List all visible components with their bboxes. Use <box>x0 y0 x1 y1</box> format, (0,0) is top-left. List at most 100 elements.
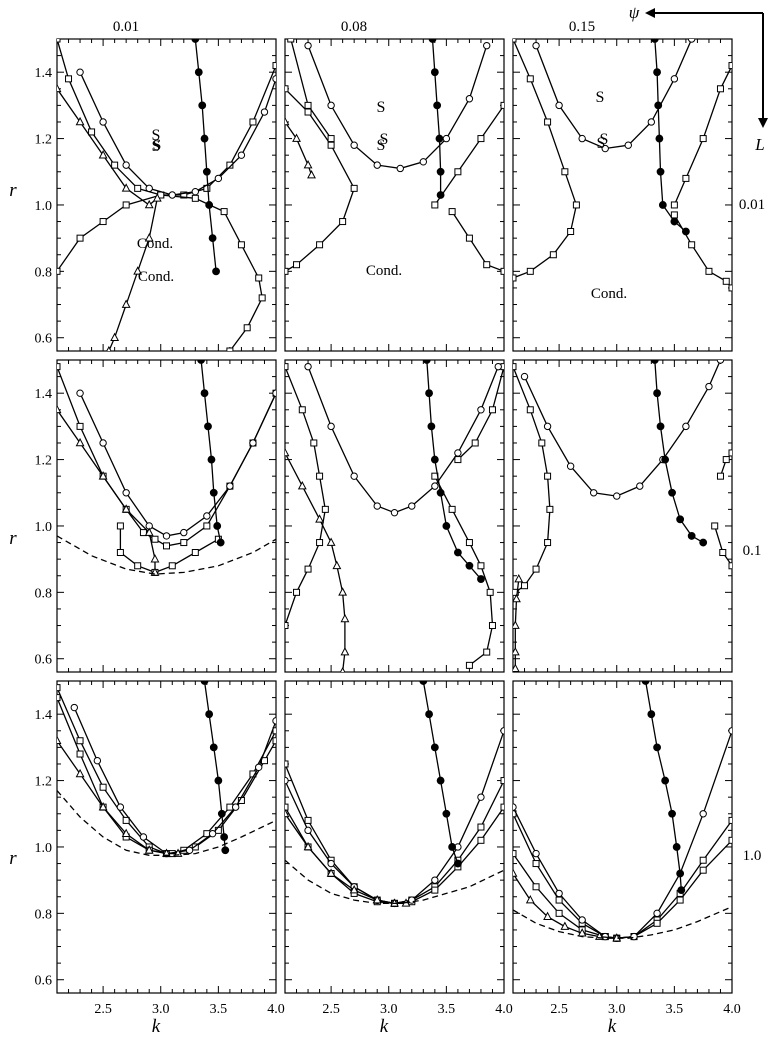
marker-square <box>99 783 107 791</box>
marker-square <box>168 562 176 570</box>
marker-square <box>243 324 251 332</box>
marker-open-circle <box>203 512 211 520</box>
marker-open-circle <box>636 482 644 490</box>
marker-filled-circle <box>425 389 433 398</box>
marker-square <box>316 472 324 480</box>
marker-square <box>226 347 234 351</box>
marker-filled-circle <box>654 101 663 110</box>
region-label-cond: Cond. <box>366 263 402 279</box>
marker-square <box>180 539 188 547</box>
y-tick-label: 1.4 <box>35 708 53 723</box>
marker-square <box>285 760 289 768</box>
marker-square <box>431 886 439 894</box>
marker-filled-circle <box>202 167 211 176</box>
marker-filled-circle <box>422 360 431 364</box>
x-tick-label: 2.5 <box>94 1002 112 1017</box>
marker-triangle <box>514 573 524 583</box>
marker-square <box>722 456 730 464</box>
marker-open-circle <box>260 108 269 116</box>
panel-frame <box>56 38 277 352</box>
series-line-triangle <box>57 88 159 351</box>
series-line-square <box>434 105 504 206</box>
marker-triangle <box>57 735 62 745</box>
series-line-square <box>285 806 504 905</box>
marker-triangle <box>340 647 350 656</box>
marker-triangle <box>315 514 325 523</box>
series-line-circle_filled <box>431 39 442 195</box>
region-label-cond: Cond. <box>591 286 627 302</box>
marker-open-circle <box>578 916 586 924</box>
marker-open-circle <box>93 756 102 765</box>
marker-filled-circle <box>658 201 667 209</box>
marker-square <box>237 241 245 249</box>
ticks <box>284 680 505 993</box>
marker-open-circle <box>653 909 661 918</box>
marker-square <box>321 505 329 513</box>
marker-filled-circle <box>221 846 230 855</box>
marker-open-circle <box>555 889 563 898</box>
series-line-square <box>57 697 276 855</box>
series-line-circle_open <box>79 392 276 537</box>
marker-square <box>728 836 732 844</box>
marker-square <box>555 909 563 917</box>
marker-square <box>500 803 504 811</box>
series-group <box>285 39 504 275</box>
marker-filled-circle <box>453 548 462 557</box>
marker-filled-circle <box>213 522 222 530</box>
marker-square <box>220 208 228 216</box>
condensation-boundary-line <box>285 859 504 905</box>
x-tick-label: 2.5 <box>322 1002 340 1017</box>
marker-filled-circle <box>656 167 665 176</box>
y-tick-label: 1.2 <box>35 775 53 790</box>
marker-filled-circle <box>209 743 218 752</box>
marker-triangle <box>285 447 290 457</box>
marker-filled-circle <box>687 532 696 540</box>
marker-filled-circle <box>428 39 437 43</box>
marker-square <box>532 565 540 573</box>
marker-filled-circle <box>212 267 220 276</box>
marker-triangle <box>110 332 120 342</box>
x-tick-label: 3.5 <box>666 1002 684 1017</box>
marker-open-circle <box>500 727 504 735</box>
L-value-row3: 1.0 <box>743 848 762 864</box>
ylabel-row1: r <box>9 180 17 201</box>
marker-square <box>546 505 554 513</box>
marker-filled-circle <box>661 776 670 785</box>
marker-square <box>728 816 732 824</box>
series-group <box>513 360 732 672</box>
marker-square <box>477 823 485 831</box>
marker-square <box>304 565 312 573</box>
x-tick-label: 4.0 <box>495 1002 513 1017</box>
marker-open-circle <box>477 406 485 414</box>
marker-filled-circle <box>204 422 212 431</box>
marker-square <box>486 588 494 596</box>
y-tick-label: 0.6 <box>35 974 53 989</box>
marker-filled-circle <box>427 422 436 431</box>
series-line-circle_filled <box>422 681 459 864</box>
x-tick-label: 3.5 <box>438 1002 456 1017</box>
marker-triangle <box>75 768 85 778</box>
marker-square <box>57 694 61 702</box>
marker-square <box>304 816 312 824</box>
region-label-S: S <box>153 137 162 154</box>
marker-square <box>500 777 504 785</box>
marker-square <box>448 208 456 216</box>
marker-open-circle <box>327 859 335 868</box>
marker-filled-circle <box>668 809 676 818</box>
marker-filled-circle <box>216 538 225 547</box>
marker-filled-circle <box>681 227 690 236</box>
marker-open-circle <box>185 846 194 854</box>
marker-square <box>454 456 462 464</box>
marker-square <box>293 588 301 596</box>
marker-square <box>471 439 479 447</box>
marker-triangle <box>326 868 336 877</box>
panel-psi-0.01-L-0.1: 0.6 0.8 1.0 1.2 1.4 S Cond. <box>35 137 277 673</box>
series-line-square <box>57 687 276 855</box>
marker-triangle <box>285 116 290 126</box>
panel-frame <box>56 359 277 673</box>
marker-square <box>728 562 732 570</box>
series-line-square <box>451 211 504 272</box>
marker-open-circle <box>477 793 485 801</box>
marker-filled-circle <box>656 422 665 431</box>
marker-triangle <box>560 921 570 930</box>
